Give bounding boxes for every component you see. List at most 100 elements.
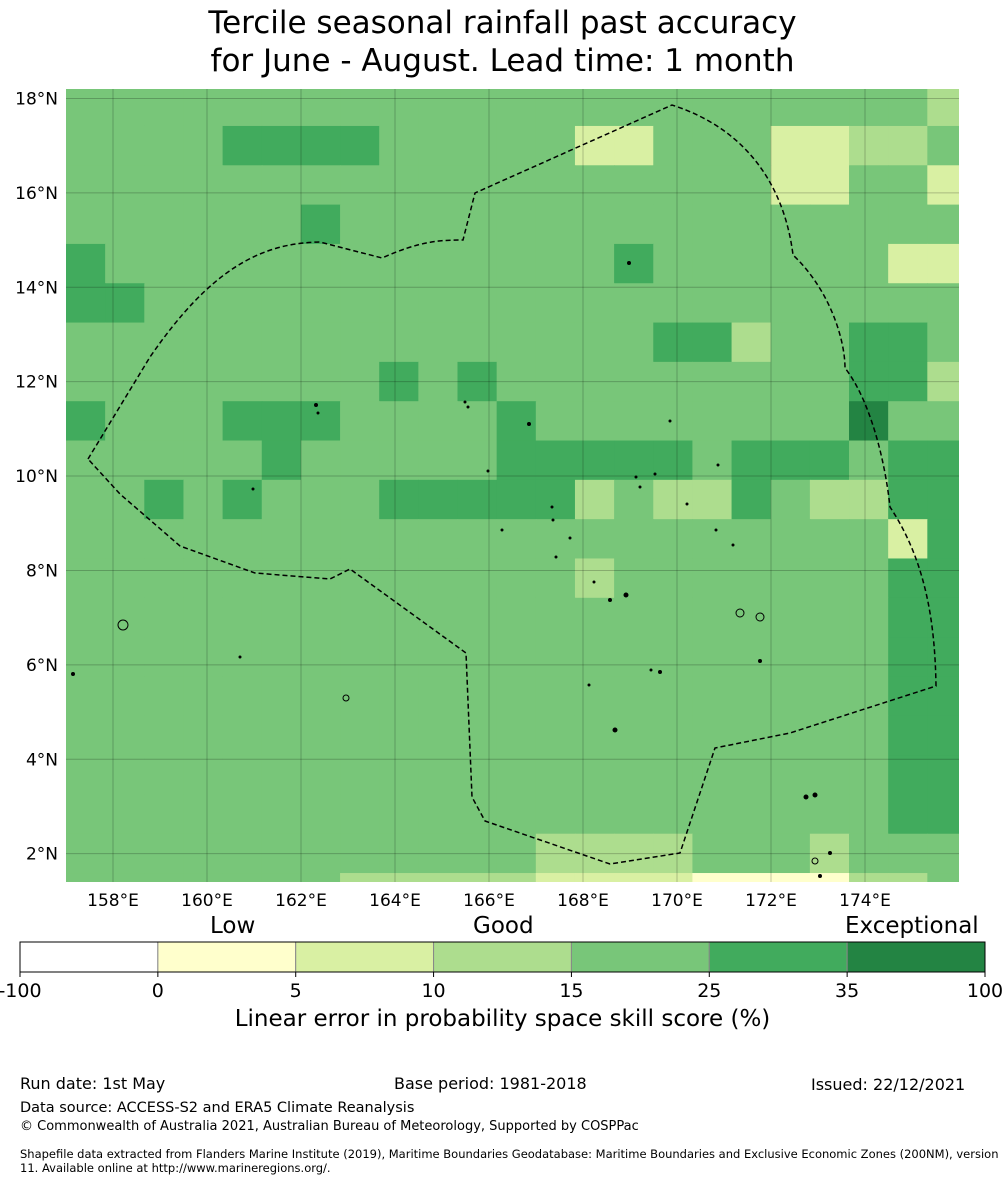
grid-cell bbox=[692, 794, 733, 835]
grid-cell bbox=[105, 676, 145, 717]
longitude-tick-label: 164°E bbox=[369, 891, 421, 911]
island-outline bbox=[527, 422, 531, 426]
grid-cell bbox=[340, 479, 380, 520]
grid-cell bbox=[731, 597, 772, 638]
grid-cell bbox=[535, 637, 576, 678]
grid-cell bbox=[927, 558, 959, 599]
grid-cell bbox=[379, 558, 419, 599]
longitude-tick-label: 168°E bbox=[557, 891, 609, 911]
grid-cell bbox=[457, 597, 498, 638]
grid-cell bbox=[66, 912, 106, 920]
grid-cell bbox=[300, 401, 341, 442]
grid-cell bbox=[340, 125, 380, 166]
grid-cell bbox=[301, 912, 341, 920]
grid-cell bbox=[692, 165, 733, 206]
grid-cell bbox=[966, 558, 1005, 598]
grid-cell bbox=[809, 794, 850, 835]
grid-cell bbox=[418, 440, 459, 481]
grid-cell bbox=[457, 361, 498, 402]
grid-cell bbox=[966, 323, 1005, 363]
grid-cell bbox=[809, 125, 850, 166]
grid-cell bbox=[222, 637, 263, 678]
grid-cell bbox=[731, 322, 772, 363]
grid-cell bbox=[340, 204, 380, 245]
grid-cell bbox=[66, 715, 106, 756]
grid-cell bbox=[496, 401, 537, 442]
map-title: Tercile seasonal rainfall past accuracy … bbox=[0, 4, 1005, 80]
island-outline bbox=[550, 505, 554, 509]
grid-cell bbox=[300, 715, 341, 756]
grid-cell bbox=[574, 204, 615, 245]
grid-cell bbox=[731, 165, 772, 206]
grid-cell bbox=[614, 519, 654, 560]
island-outline bbox=[731, 543, 735, 547]
grid-cell bbox=[496, 637, 537, 678]
grid-cell bbox=[653, 912, 693, 920]
grid-cell bbox=[496, 283, 537, 324]
category-good: Good bbox=[473, 913, 534, 939]
grid-cell bbox=[496, 322, 537, 363]
grid-cell bbox=[183, 243, 224, 284]
grid-cell bbox=[692, 89, 733, 127]
grid-cell bbox=[653, 479, 694, 520]
grid-cell bbox=[222, 558, 263, 599]
latitude-labels: 18°N 16°N 14°N 12°N 10°N 8°N 6°N 4°N 2°N bbox=[15, 89, 58, 864]
grid-cell bbox=[927, 676, 959, 717]
grid-cell bbox=[927, 715, 959, 756]
grid-cell bbox=[888, 794, 928, 835]
grid-cell bbox=[653, 125, 694, 166]
grid-cell bbox=[692, 479, 733, 520]
grid-cell bbox=[261, 873, 302, 882]
grid-cell bbox=[731, 479, 772, 520]
latitude-tick-label: 4°N bbox=[26, 750, 58, 770]
grid-cell bbox=[770, 637, 811, 678]
grid-cell bbox=[770, 519, 811, 560]
grid-cell bbox=[653, 283, 694, 324]
grid-cell bbox=[340, 283, 380, 324]
grid-cell bbox=[261, 401, 302, 442]
grid-cell bbox=[379, 637, 419, 678]
grid-cell bbox=[849, 794, 889, 835]
grid-cell bbox=[536, 912, 576, 920]
grid-cell bbox=[144, 558, 185, 599]
grid-cell bbox=[144, 89, 185, 127]
grid-cell bbox=[574, 125, 615, 166]
colorbar-tick-label: 100 bbox=[967, 980, 1003, 1002]
grid-cell bbox=[144, 243, 185, 284]
grid-cell bbox=[183, 479, 224, 520]
grid-cell bbox=[888, 558, 928, 599]
grid-cell bbox=[809, 637, 850, 678]
grid-cell bbox=[888, 89, 928, 127]
grid-cell bbox=[496, 558, 537, 599]
grid-cell bbox=[183, 440, 224, 481]
grid-cell bbox=[888, 519, 928, 560]
grid-cell bbox=[849, 89, 889, 127]
grid-cell bbox=[535, 322, 576, 363]
skill-grid bbox=[66, 89, 1005, 920]
grid-cell bbox=[457, 283, 498, 324]
grid-cell bbox=[340, 322, 380, 363]
grid-cell bbox=[379, 322, 419, 363]
grid-cell bbox=[614, 243, 654, 284]
grid-cell bbox=[574, 873, 615, 882]
grid-cell bbox=[222, 204, 263, 245]
island-outline bbox=[568, 536, 572, 540]
latitude-tick-label: 12°N bbox=[15, 373, 58, 393]
grid-cell bbox=[770, 794, 811, 835]
issued-date: Issued: 22/12/2021 bbox=[811, 1075, 966, 1094]
grid-cell bbox=[222, 597, 263, 638]
grid-cell bbox=[888, 243, 928, 284]
grid-cell bbox=[261, 440, 302, 481]
island-outline bbox=[803, 794, 809, 800]
grid-cell bbox=[888, 361, 928, 402]
latitude-tick-label: 8°N bbox=[26, 561, 58, 581]
grid-cell bbox=[770, 833, 811, 874]
grid-cell bbox=[888, 479, 928, 520]
grid-cell bbox=[692, 440, 733, 481]
grid-cell bbox=[809, 204, 850, 245]
grid-cell bbox=[770, 165, 811, 206]
grid-cell bbox=[692, 873, 733, 882]
grid-cell bbox=[340, 401, 380, 442]
grid-cell bbox=[692, 322, 733, 363]
grid-cell bbox=[770, 479, 811, 520]
